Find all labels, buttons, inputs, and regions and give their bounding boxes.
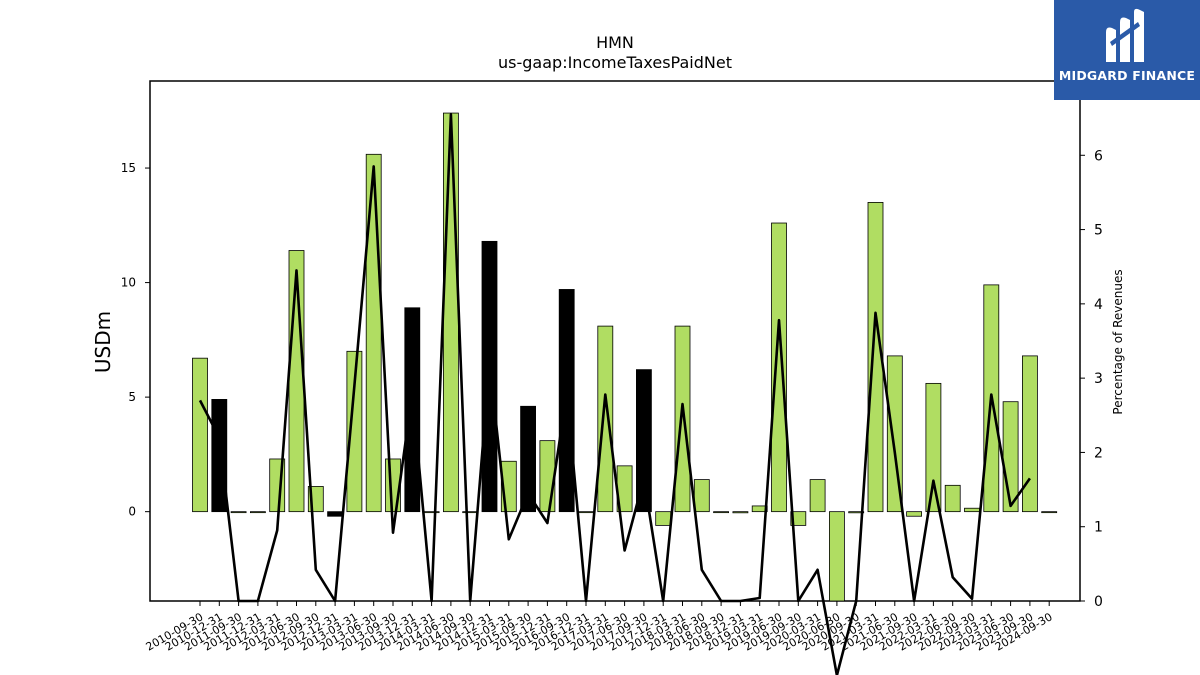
chart-title: HMN	[596, 33, 634, 52]
bar	[790, 511, 807, 526]
bar	[732, 511, 749, 514]
bar	[1022, 355, 1038, 513]
y2-tick-label: 0	[1094, 594, 1103, 610]
bar	[964, 507, 980, 513]
y2-tick-label: 2	[1094, 445, 1103, 461]
bar	[249, 511, 266, 514]
y2-tick-label: 3	[1094, 371, 1103, 387]
brand-logo-icon	[1106, 8, 1144, 62]
bar	[346, 350, 363, 513]
y-tick-label: 0	[128, 505, 136, 519]
bar	[829, 511, 845, 602]
bar	[906, 511, 922, 517]
plot-area: 05101501234562010-09-302010-12-312011-09…	[121, 80, 1103, 675]
bar	[230, 511, 247, 514]
bar	[655, 511, 672, 526]
bar	[539, 440, 556, 513]
bar	[1041, 511, 1058, 514]
bar	[442, 112, 459, 513]
chart-subtitle: us-gaap:IncomeTaxesPaidNet	[498, 53, 732, 72]
bar	[848, 511, 865, 514]
bar	[365, 153, 382, 513]
percentage-line	[198, 113, 1031, 675]
y2-tick-label: 4	[1094, 297, 1103, 313]
bar	[925, 382, 942, 513]
bar	[636, 369, 652, 513]
bar	[192, 357, 208, 513]
y2-tick-label: 5	[1094, 223, 1103, 239]
bar	[944, 484, 961, 513]
y-tick-label: 15	[121, 161, 136, 175]
y-tick-label: 5	[128, 390, 136, 404]
bar	[327, 511, 344, 517]
bar	[713, 511, 729, 514]
bar	[809, 479, 826, 513]
bar	[578, 511, 594, 514]
brand-logo: MIDGARD FINANCE	[1054, 0, 1200, 100]
brand-name: MIDGARD FINANCE	[1058, 68, 1196, 83]
bar	[693, 479, 710, 513]
y2-tick-label: 6	[1094, 148, 1103, 164]
bar	[867, 202, 884, 513]
bar	[462, 511, 479, 514]
bar	[597, 325, 614, 513]
bar	[771, 222, 787, 513]
bar	[520, 405, 536, 513]
plot-frame	[149, 80, 1081, 602]
y2-tick-label: 1	[1094, 520, 1103, 536]
bar	[211, 399, 228, 513]
y2-axis-label: Percentage of Revenues	[1111, 269, 1125, 414]
y-tick-label: 10	[121, 276, 136, 290]
bar	[423, 511, 440, 514]
y-axis-label: USDm	[91, 311, 115, 373]
bar	[404, 307, 421, 513]
bar	[674, 325, 691, 513]
bar	[1002, 401, 1019, 513]
